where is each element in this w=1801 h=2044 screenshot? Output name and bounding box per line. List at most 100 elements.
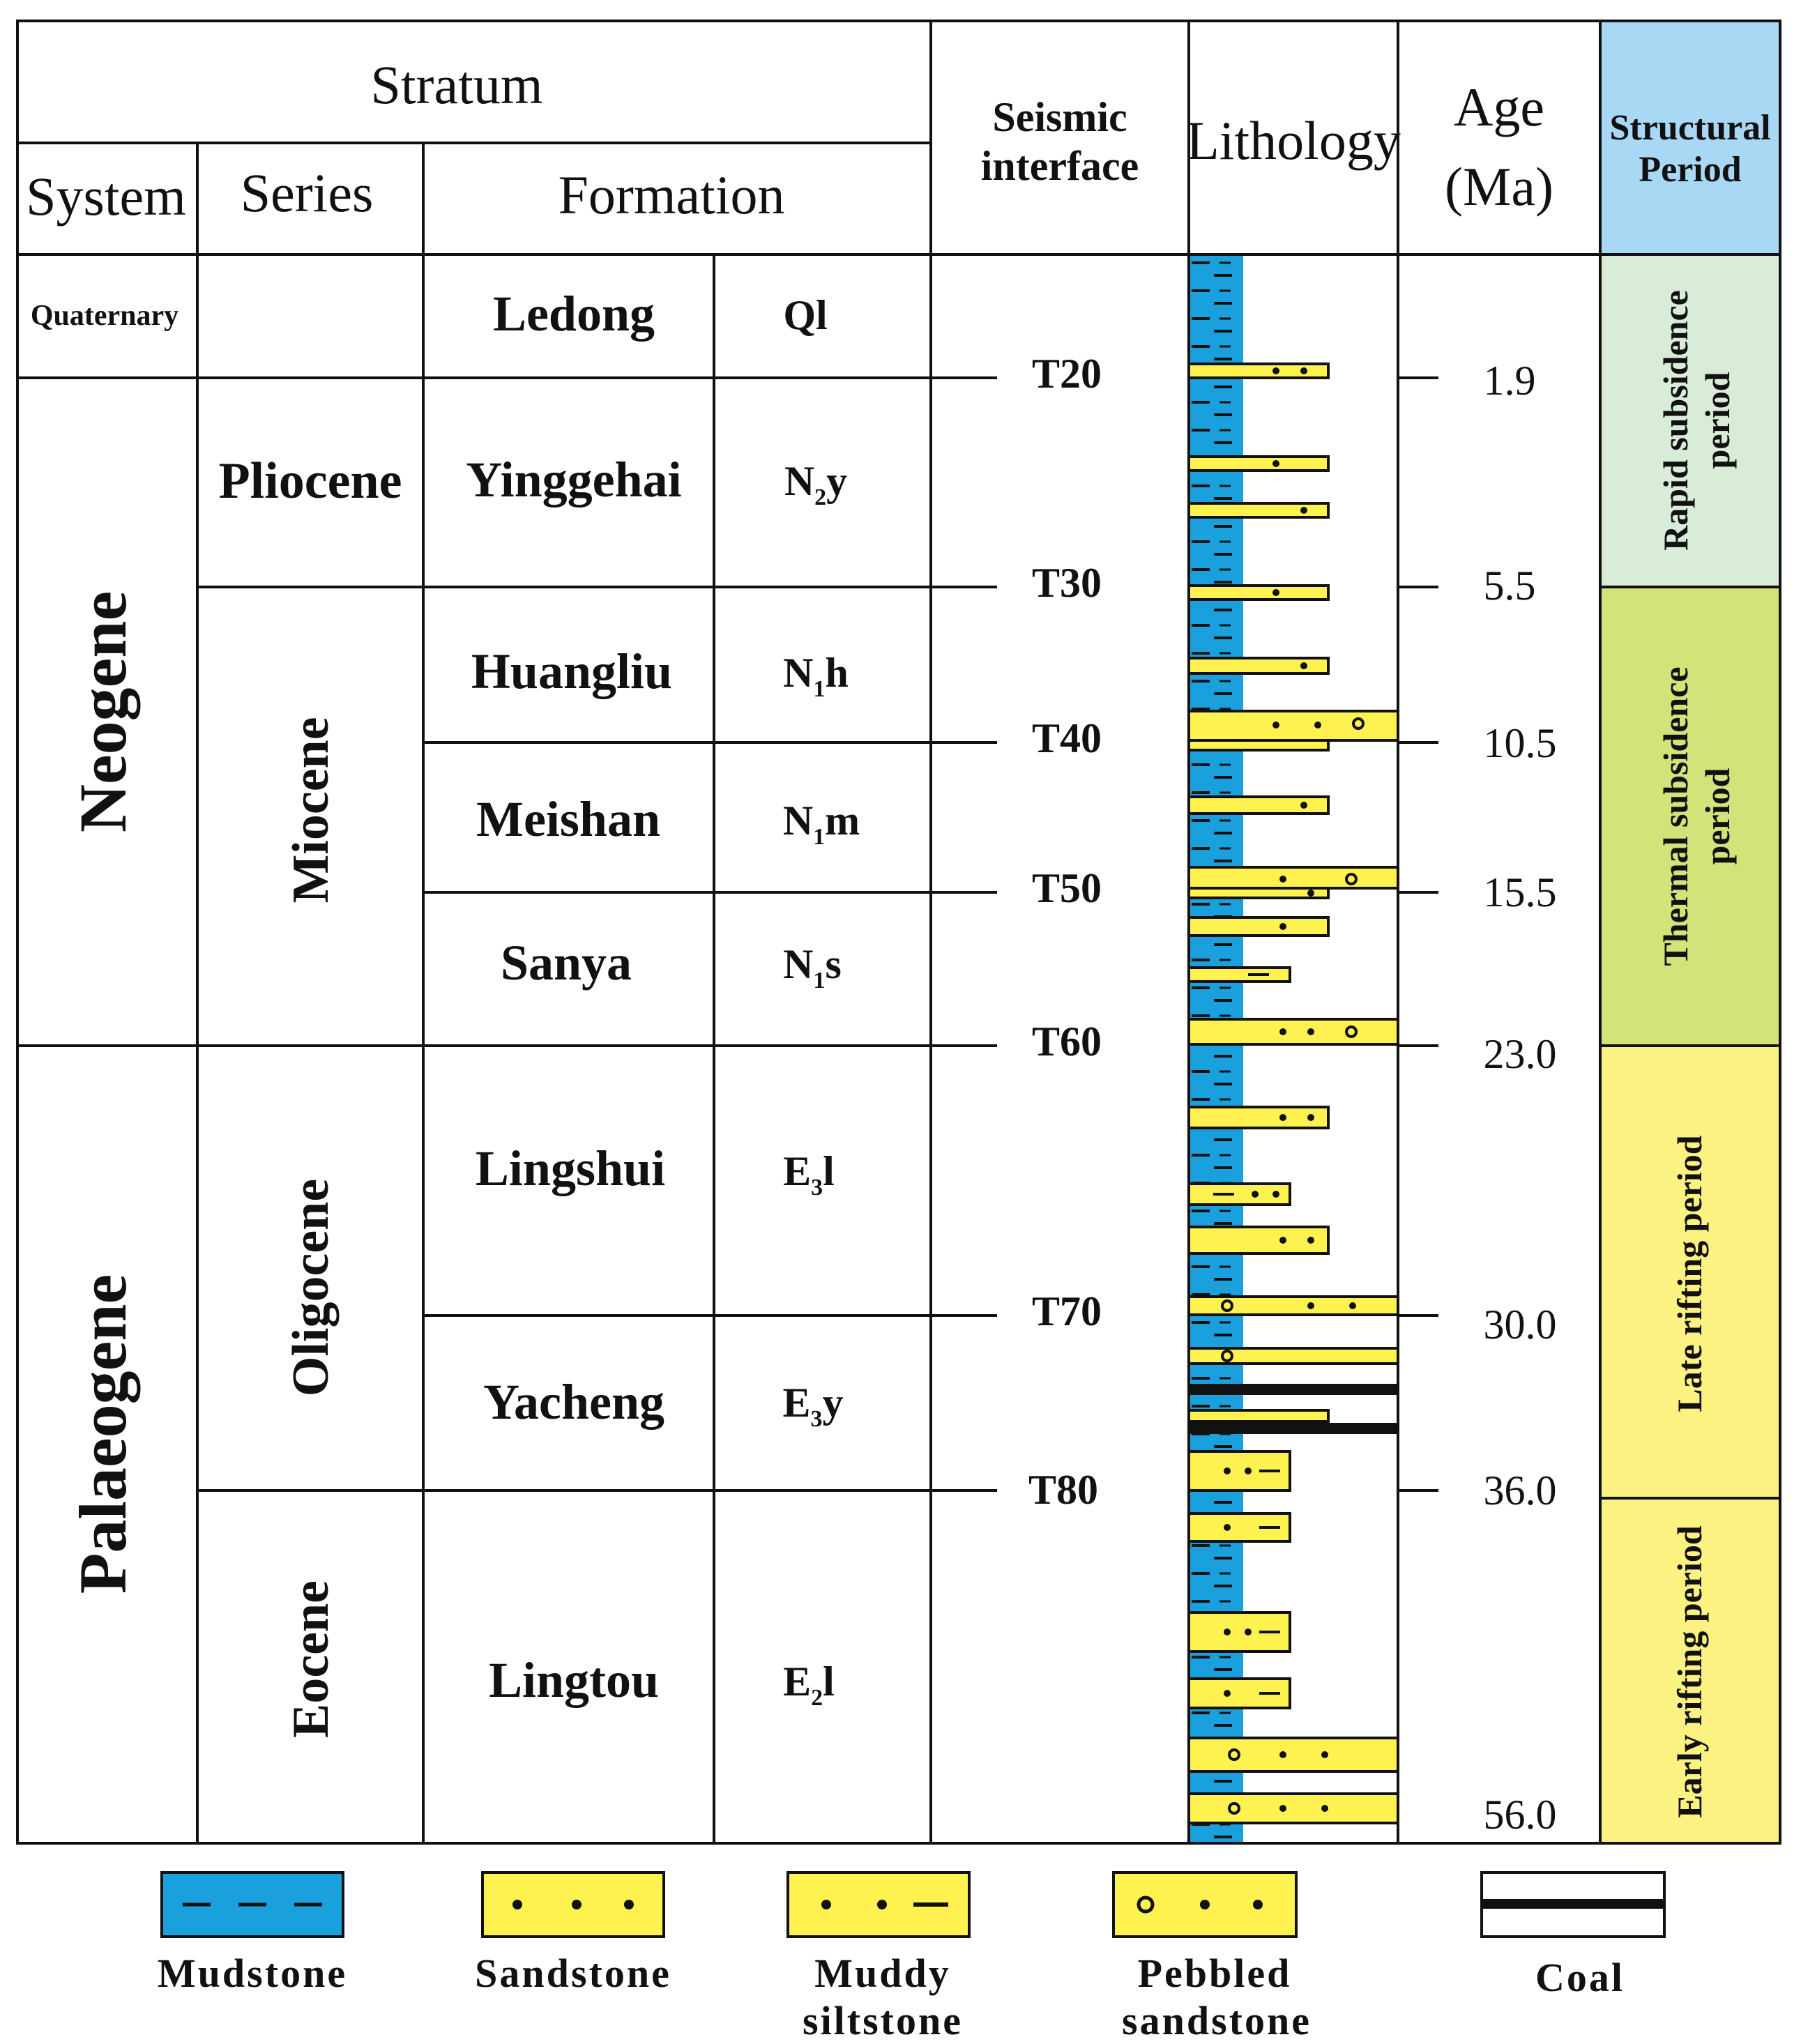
pebbled-sandstone-bed <box>1187 1792 1399 1824</box>
period-thermal-line1: Thermal subsidence <box>1656 666 1695 966</box>
sand-dot <box>1279 1114 1286 1121</box>
symbol-sanya: N1s <box>783 941 842 993</box>
seismic-t70: T70 <box>1032 1288 1102 1334</box>
sand-dot <box>1300 367 1307 374</box>
sand-dot <box>1307 890 1314 897</box>
age-1-9: 1.9 <box>1484 358 1536 404</box>
age-5-5: 5.5 <box>1484 563 1536 609</box>
symbol-meishan: N1m <box>783 798 860 850</box>
formation-yacheng: Yacheng <box>483 1374 664 1430</box>
symbol-huangliu: N1h <box>783 650 849 702</box>
sand-dot <box>1321 1805 1328 1812</box>
age-23-0: 23.0 <box>1484 1031 1557 1077</box>
pebble <box>1228 1748 1240 1761</box>
sand-dot <box>1349 1302 1356 1309</box>
period-rapid-line1: Rapid subsidence <box>1656 290 1695 551</box>
legend-muddy-siltstone-label-line1: Muddy <box>814 1951 951 1996</box>
period-early-rifting: Early rifting period <box>1670 1525 1709 1818</box>
seismic-t80: T80 <box>1028 1467 1098 1513</box>
structural-period-header-fill <box>1600 21 1780 254</box>
sand-dot <box>1245 1467 1252 1474</box>
pebble <box>1345 1025 1358 1038</box>
sand-dot <box>1272 460 1279 467</box>
period-rapid-line2: period <box>1698 372 1737 468</box>
pebbled-sandstone-bed <box>1187 710 1399 742</box>
pebbled-sandstone-bed <box>1187 866 1399 890</box>
sand-dot <box>1272 1191 1279 1198</box>
pebbled-sandstone-bed <box>1187 1295 1399 1316</box>
lithology-bed-symbols <box>1213 367 1365 1815</box>
pebble <box>1352 717 1365 730</box>
sand-dot <box>1307 1302 1314 1309</box>
sandstone-bed <box>1187 916 1330 937</box>
age-10-5: 10.5 <box>1484 720 1557 766</box>
sandstone-bed <box>1187 795 1330 815</box>
system-header: System <box>26 166 186 227</box>
sandstone-bed <box>1187 1409 1330 1423</box>
seismic-t30: T30 <box>1032 560 1102 606</box>
sand-dot <box>1300 507 1307 514</box>
seismic-t40: T40 <box>1032 715 1102 761</box>
symbol-yinggehai: N2y <box>784 458 847 510</box>
symbol-lingtou: E2l <box>783 1658 835 1711</box>
sandstone-bed <box>1187 739 1330 752</box>
seismic-header-line2: interface <box>981 143 1139 189</box>
formation-lingtou: Lingtou <box>489 1652 659 1708</box>
formation-meishan: Meishan <box>476 791 660 847</box>
series-eocene: Eocene <box>282 1580 340 1738</box>
sand-dot <box>1279 923 1286 930</box>
age-15-5: 15.5 <box>1484 869 1557 915</box>
seismic-t20: T20 <box>1032 351 1102 397</box>
system-palaeogene: Palaeogene <box>66 1274 140 1594</box>
coal-bed <box>1187 1423 1399 1434</box>
legend-mudstone-label: Mudstone <box>158 1951 347 1996</box>
sand-dot <box>1224 1467 1231 1474</box>
pebble <box>1345 873 1358 885</box>
thermal-subsidence-fill <box>1600 587 1780 1046</box>
rapid-subsidence-fill <box>1600 254 1780 587</box>
early-rifting-fill <box>1600 1498 1780 1843</box>
legend-pebbled-sandstone-label-line2: sandstone <box>1122 1998 1312 2043</box>
age-30-0: 30.0 <box>1484 1302 1557 1348</box>
formation-sanya: Sanya <box>501 935 632 991</box>
sand-dot <box>1245 1629 1252 1635</box>
pebble <box>1221 1299 1233 1312</box>
sand-dot <box>1314 722 1321 729</box>
legend-mudstone: Mudstone <box>158 1871 347 1996</box>
muddy-siltstone-bed <box>1187 1450 1291 1492</box>
structural-header-line1: Structural <box>1609 108 1770 148</box>
sand-dot <box>1272 367 1279 374</box>
sand-dot <box>1307 1237 1314 1244</box>
sand-dot <box>1272 722 1279 729</box>
sand-dot <box>1279 1028 1286 1035</box>
legend-sandstone: Sandstone <box>475 1871 671 1996</box>
series-header: Series <box>241 162 374 223</box>
structural-header-line2: Period <box>1639 150 1741 190</box>
sand-dot <box>1279 1805 1286 1812</box>
legend-pebbled-sandstone-label-line1: Pebbled <box>1138 1951 1292 1996</box>
seismic-t50: T50 <box>1032 865 1102 911</box>
sand-dot <box>1321 1751 1328 1758</box>
pebbled-sandstone-bed <box>1187 1737 1399 1773</box>
pebbled-sandstone-bed <box>1187 1018 1399 1046</box>
legend-coal: Coal <box>1480 1871 1666 2000</box>
legend: Mudstone Sandstone Muddy siltstone Pebbl… <box>158 1871 1666 2043</box>
symbol-yacheng: E3y <box>782 1380 843 1432</box>
sand-dot <box>1307 1114 1314 1121</box>
sand-dot <box>1300 802 1307 809</box>
age-56-0: 56.0 <box>1484 1792 1557 1838</box>
pebbled-sandstone-bed <box>1187 1347 1399 1365</box>
sand-dot <box>1252 1191 1259 1198</box>
legend-sandstone-label: Sandstone <box>475 1951 671 1996</box>
lithology-header: Lithology <box>1186 110 1401 171</box>
symbol-ledong: Ql <box>783 292 827 338</box>
series-pliocene: Pliocene <box>218 452 402 510</box>
legend-pebbled-sandstone: Pebbled sandstone <box>1112 1871 1312 2043</box>
age-header-line1: Age <box>1454 77 1544 137</box>
symbol-lingshui: E3l <box>783 1148 835 1200</box>
late-rifting-fill <box>1600 1046 1780 1498</box>
sandstone-bed <box>1187 584 1330 601</box>
formation-ledong: Ledong <box>493 286 655 342</box>
coal-bed <box>1187 1384 1399 1395</box>
